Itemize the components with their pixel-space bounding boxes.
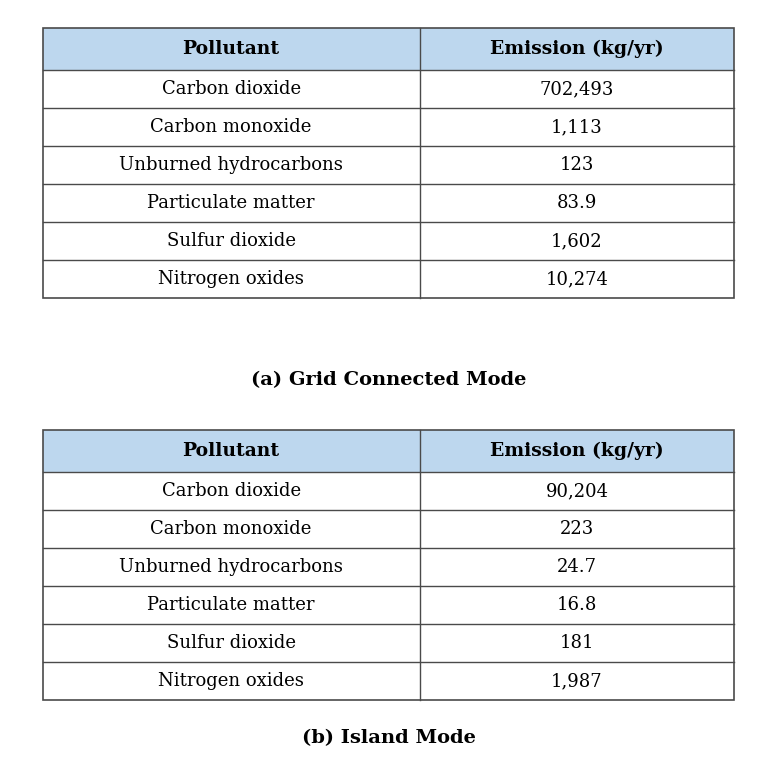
- Text: (b) Island Mode: (b) Island Mode: [301, 729, 476, 747]
- Text: Particulate matter: Particulate matter: [148, 194, 315, 212]
- Text: 1,113: 1,113: [551, 118, 603, 136]
- Text: 16.8: 16.8: [557, 596, 598, 614]
- Text: Sulfur dioxide: Sulfur dioxide: [167, 232, 296, 250]
- Text: 1,602: 1,602: [551, 232, 603, 250]
- Bar: [43, 28, 734, 70]
- Text: Carbon dioxide: Carbon dioxide: [162, 80, 301, 98]
- Text: Emission (kg/yr): Emission (kg/yr): [490, 40, 664, 58]
- Text: Unburned hydrocarbons: Unburned hydrocarbons: [119, 156, 343, 174]
- Text: Pollutant: Pollutant: [183, 442, 280, 460]
- Bar: [43, 430, 734, 700]
- Text: Carbon monoxide: Carbon monoxide: [151, 520, 312, 538]
- Text: Nitrogen oxides: Nitrogen oxides: [159, 672, 304, 690]
- Text: 702,493: 702,493: [540, 80, 614, 98]
- Text: (a) Grid Connected Mode: (a) Grid Connected Mode: [251, 371, 526, 389]
- Bar: [43, 430, 734, 472]
- Text: 181: 181: [559, 634, 594, 652]
- Text: 83.9: 83.9: [557, 194, 598, 212]
- Text: Particulate matter: Particulate matter: [148, 596, 315, 614]
- Text: 10,274: 10,274: [545, 270, 608, 288]
- Text: Pollutant: Pollutant: [183, 40, 280, 58]
- Text: 90,204: 90,204: [545, 482, 608, 500]
- Text: Sulfur dioxide: Sulfur dioxide: [167, 634, 296, 652]
- Text: Carbon dioxide: Carbon dioxide: [162, 482, 301, 500]
- Text: 24.7: 24.7: [557, 558, 597, 576]
- Text: Nitrogen oxides: Nitrogen oxides: [159, 270, 304, 288]
- Text: 1,987: 1,987: [551, 672, 603, 690]
- Text: Unburned hydrocarbons: Unburned hydrocarbons: [119, 558, 343, 576]
- Text: Emission (kg/yr): Emission (kg/yr): [490, 442, 664, 460]
- Text: Carbon monoxide: Carbon monoxide: [151, 118, 312, 136]
- Bar: [43, 28, 734, 298]
- Text: 123: 123: [559, 156, 594, 174]
- Text: 223: 223: [559, 520, 594, 538]
